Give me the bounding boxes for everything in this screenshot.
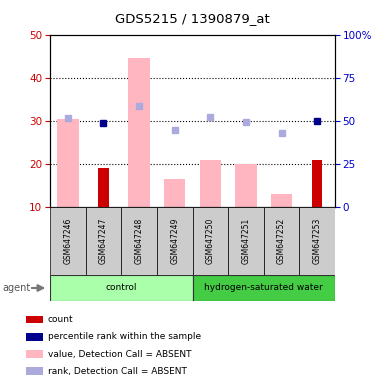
- Bar: [98, 169, 109, 207]
- Bar: [271, 194, 292, 207]
- Text: hydrogen-saturated water: hydrogen-saturated water: [204, 283, 323, 293]
- Bar: [300, 207, 335, 275]
- Bar: [228, 207, 264, 275]
- Bar: [121, 207, 157, 275]
- Bar: [164, 179, 186, 207]
- Bar: [192, 207, 228, 275]
- Bar: [50, 275, 192, 301]
- Bar: [50, 207, 85, 275]
- Bar: [264, 207, 300, 275]
- Bar: [27, 350, 42, 358]
- Text: GSM647250: GSM647250: [206, 218, 215, 264]
- Bar: [27, 333, 42, 341]
- Bar: [27, 316, 42, 323]
- Text: GSM647253: GSM647253: [313, 218, 321, 264]
- Bar: [57, 119, 79, 207]
- Text: GSM647251: GSM647251: [241, 218, 250, 264]
- Text: GSM647248: GSM647248: [135, 218, 144, 264]
- Bar: [85, 207, 121, 275]
- Text: GSM647246: GSM647246: [64, 218, 72, 264]
- Bar: [312, 160, 323, 207]
- Text: rank, Detection Call = ABSENT: rank, Detection Call = ABSENT: [48, 367, 187, 376]
- Text: value, Detection Call = ABSENT: value, Detection Call = ABSENT: [48, 349, 191, 359]
- Bar: [199, 160, 221, 207]
- Bar: [27, 367, 42, 375]
- Text: GSM647247: GSM647247: [99, 218, 108, 264]
- Text: GDS5215 / 1390879_at: GDS5215 / 1390879_at: [115, 12, 270, 25]
- Text: percentile rank within the sample: percentile rank within the sample: [48, 332, 201, 341]
- Bar: [128, 58, 150, 207]
- Bar: [157, 207, 192, 275]
- Text: agent: agent: [2, 283, 30, 293]
- Text: GSM647249: GSM647249: [170, 218, 179, 264]
- Bar: [235, 164, 257, 207]
- Text: control: control: [105, 283, 137, 293]
- Text: GSM647252: GSM647252: [277, 218, 286, 264]
- Bar: [192, 275, 335, 301]
- Text: count: count: [48, 315, 74, 324]
